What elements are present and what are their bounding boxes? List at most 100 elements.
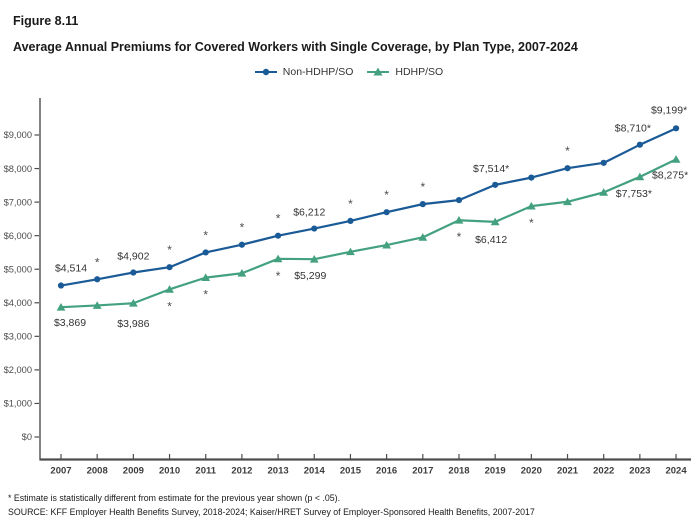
significance-asterisk: * bbox=[384, 188, 389, 202]
y-tick-label: $7,000 bbox=[4, 197, 32, 207]
y-tick-label: $0 bbox=[22, 432, 32, 442]
line-triangle-marker-icon bbox=[367, 67, 390, 77]
x-tick-label: 2008 bbox=[87, 466, 108, 477]
x-tick-label: 2012 bbox=[231, 466, 252, 477]
data-point-circle bbox=[166, 264, 173, 271]
series-line-hdhp/so bbox=[60, 158, 677, 309]
y-tick-label: $6,000 bbox=[4, 231, 32, 241]
data-point-triangle bbox=[418, 233, 428, 241]
significance-asterisk: * bbox=[565, 144, 570, 158]
significance-asterisk: * bbox=[457, 230, 462, 244]
data-point-circle bbox=[636, 141, 643, 148]
data-point-label: $8,710* bbox=[615, 123, 651, 135]
data-point-label: $7,753* bbox=[616, 188, 652, 200]
x-tick-label: 2021 bbox=[557, 466, 579, 477]
legend-label: HDHP/SO bbox=[395, 66, 444, 78]
data-point-circle bbox=[528, 174, 535, 181]
data-point-circle bbox=[383, 209, 390, 216]
y-tick-label: $8,000 bbox=[4, 164, 32, 174]
significance-asterisk: * bbox=[348, 197, 353, 211]
data-point-circle bbox=[57, 282, 65, 289]
significance-asterisk: * bbox=[276, 212, 281, 226]
significance-asterisk: * bbox=[167, 243, 172, 257]
data-point-triangle bbox=[309, 254, 319, 263]
data-point-triangle bbox=[382, 240, 392, 249]
data-point-circle bbox=[455, 196, 463, 204]
data-point-label: $6,212 bbox=[293, 207, 325, 219]
data-point-circle bbox=[311, 225, 318, 232]
x-tick-label: 2015 bbox=[340, 466, 362, 477]
data-point-triangle bbox=[237, 269, 247, 277]
significance-asterisk: * bbox=[240, 221, 245, 235]
data-point-triangle bbox=[92, 301, 102, 309]
data-point-label: $6,412 bbox=[475, 234, 507, 246]
data-point-triangle bbox=[671, 155, 681, 163]
data-point-triangle bbox=[56, 302, 66, 311]
significance-asterisk: * bbox=[420, 180, 425, 194]
x-tick-label: 2007 bbox=[50, 466, 71, 477]
data-point-label: $3,869 bbox=[54, 317, 86, 329]
data-point-triangle bbox=[635, 172, 645, 181]
data-point-label: $3,986 bbox=[117, 318, 149, 330]
data-point-label: $7,514* bbox=[473, 163, 509, 175]
x-tick-label: 2017 bbox=[412, 466, 433, 477]
significance-footnote: * Estimate is statistically different fr… bbox=[8, 493, 341, 503]
line-circle-marker-icon bbox=[254, 67, 277, 77]
legend-item-non-hdhp: Non-HDHP/SO bbox=[254, 66, 354, 78]
data-point-circle bbox=[419, 201, 426, 208]
y-tick-label: $5,000 bbox=[4, 264, 32, 274]
circle-marker-glyph bbox=[254, 68, 277, 76]
x-tick-label: 2011 bbox=[195, 466, 216, 477]
data-point-circle bbox=[492, 181, 499, 188]
data-point-triangle bbox=[201, 273, 211, 282]
data-point-label: $9,199* bbox=[651, 104, 687, 116]
data-point-label: $4,902 bbox=[117, 251, 149, 263]
figure-number: Figure 8.11 bbox=[13, 14, 79, 28]
x-tick-label: 2013 bbox=[268, 466, 289, 477]
data-point-circle bbox=[94, 276, 101, 283]
x-tick-label: 2018 bbox=[448, 466, 469, 477]
x-tick-label: 2019 bbox=[485, 466, 506, 477]
data-point-triangle bbox=[346, 247, 355, 256]
triangle-marker-glyph bbox=[367, 67, 390, 76]
data-point-circle bbox=[238, 241, 245, 248]
data-point-circle bbox=[274, 232, 282, 239]
y-tick-label: $2,000 bbox=[4, 365, 32, 375]
data-point-triangle bbox=[454, 216, 464, 224]
data-point-circle bbox=[564, 165, 571, 172]
data-point-triangle bbox=[490, 217, 500, 226]
source-note: SOURCE: KFF Employer Health Benefits Sur… bbox=[8, 507, 535, 517]
significance-asterisk: * bbox=[203, 288, 208, 302]
data-point-label: $5,299 bbox=[294, 270, 326, 282]
x-tick-label: 2016 bbox=[376, 466, 397, 477]
x-tick-label: 2020 bbox=[521, 466, 542, 477]
significance-asterisk: * bbox=[95, 255, 100, 269]
y-tick-label: $4,000 bbox=[4, 298, 32, 308]
data-point-circle bbox=[347, 217, 354, 224]
significance-asterisk: * bbox=[167, 299, 172, 313]
y-tick-label: $1,000 bbox=[4, 399, 32, 409]
data-point-triangle bbox=[128, 299, 138, 307]
legend-label: Non-HDHP/SO bbox=[282, 66, 354, 78]
x-tick-label: 2022 bbox=[593, 466, 614, 477]
data-point-circle bbox=[130, 269, 137, 276]
x-tick-label: 2014 bbox=[304, 466, 326, 477]
data-point-triangle bbox=[563, 197, 572, 206]
data-point-label: $4,514 bbox=[55, 263, 87, 275]
data-point-triangle bbox=[165, 285, 174, 293]
data-point-circle bbox=[202, 249, 209, 256]
legend-item-hdhp: HDHP/SO bbox=[367, 66, 443, 78]
y-tick-label: $9,000 bbox=[4, 130, 32, 140]
x-tick-label: 2024 bbox=[665, 466, 687, 477]
x-tick-label: 2009 bbox=[123, 466, 144, 477]
data-point-circle bbox=[600, 159, 607, 166]
chart-legend: Non-HDHP/SO HDHP/SO bbox=[0, 66, 698, 78]
chart-title: Average Annual Premiums for Covered Work… bbox=[13, 40, 578, 54]
significance-asterisk: * bbox=[203, 228, 208, 242]
data-point-triangle bbox=[273, 254, 283, 263]
significance-asterisk: * bbox=[276, 269, 281, 283]
x-tick-label: 2010 bbox=[159, 466, 180, 477]
x-tick-label: 2023 bbox=[629, 466, 650, 477]
data-point-triangle bbox=[526, 201, 536, 210]
